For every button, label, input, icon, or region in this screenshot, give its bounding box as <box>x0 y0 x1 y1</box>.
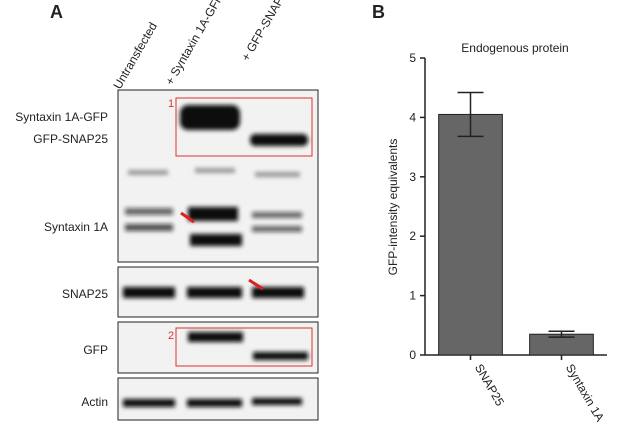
panel-label: A <box>50 2 63 22</box>
error-bar <box>548 330 575 338</box>
blot-membrane-1 <box>117 89 319 263</box>
row-label: SNAP25 <box>62 287 108 301</box>
y-tick-label: 3 <box>409 170 416 184</box>
y-tick-label: 5 <box>409 51 416 65</box>
y-tick-label: 4 <box>409 110 416 124</box>
box-number: 1 <box>168 98 174 110</box>
y-tick-label: 1 <box>409 289 416 303</box>
bar <box>438 113 503 356</box>
y-axis-label: GFP-intensity equivalents <box>386 139 400 276</box>
lane-label: + Syntaxin 1A-GFP <box>162 0 226 87</box>
y-tick-label: 0 <box>409 348 416 362</box>
row-label: GFP <box>83 343 108 357</box>
chart-title: Endogenous protein <box>461 41 568 55</box>
row-label: Syntaxin 1A <box>44 220 108 234</box>
row-label: GFP-SNAP25 <box>33 132 108 146</box>
blot-membrane-2 <box>117 266 319 318</box>
row-label: Syntaxin 1A-GFP <box>15 110 108 124</box>
row-label: Actin <box>81 395 108 409</box>
error-bar <box>457 91 484 138</box>
blot-membrane-3 <box>117 321 319 374</box>
lane-label: + GFP-SNAP25 <box>238 0 293 63</box>
x-tick-label: SNAP25 <box>472 362 507 409</box>
blot-membrane-4 <box>117 377 319 421</box>
box-number: 2 <box>168 330 174 342</box>
x-tick-label: Syntaxin 1A <box>563 362 607 424</box>
lane-label: Untransfected <box>110 20 159 92</box>
panel-label: B <box>372 2 385 22</box>
y-tick-label: 2 <box>409 229 416 243</box>
